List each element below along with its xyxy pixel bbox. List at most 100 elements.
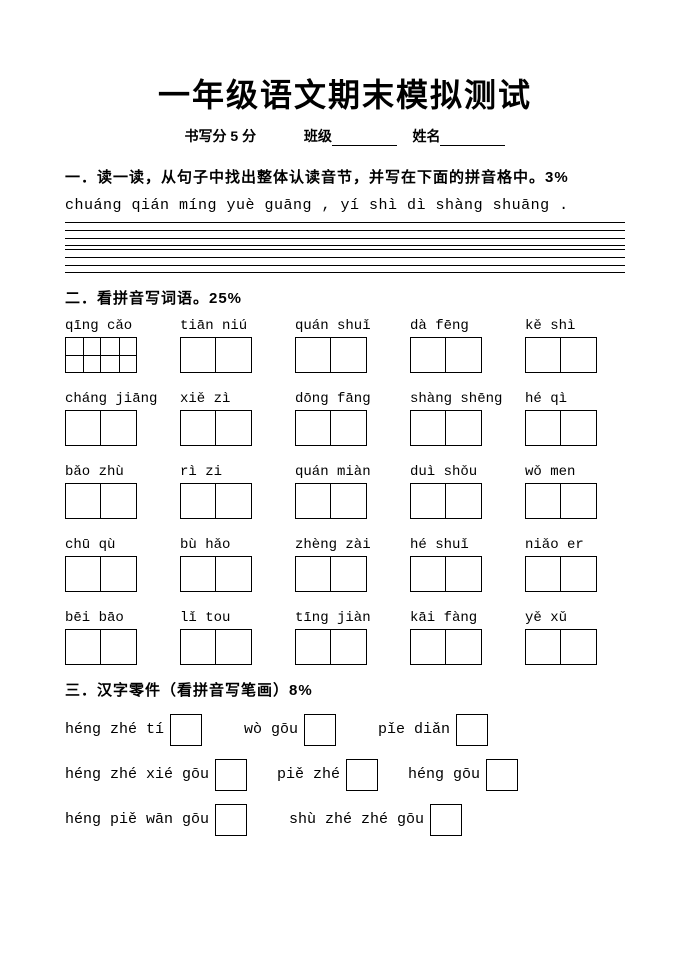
char-box[interactable] <box>525 337 561 373</box>
char-box[interactable] <box>101 483 137 519</box>
char-boxes[interactable] <box>295 483 380 519</box>
char-box[interactable] <box>65 629 101 665</box>
char-box[interactable] <box>410 337 446 373</box>
char-box[interactable] <box>446 337 482 373</box>
char-box[interactable] <box>216 629 252 665</box>
char-box[interactable] <box>410 629 446 665</box>
char-box[interactable] <box>525 483 561 519</box>
stroke-box[interactable] <box>456 714 488 746</box>
char-box[interactable] <box>561 629 597 665</box>
char-box[interactable] <box>180 483 216 519</box>
char-box[interactable] <box>295 483 331 519</box>
char-box[interactable] <box>216 410 252 446</box>
stroke-box[interactable] <box>170 714 202 746</box>
char-box[interactable] <box>216 337 252 373</box>
char-box[interactable] <box>101 556 137 592</box>
word-pinyin: dōng fāng <box>295 391 380 407</box>
char-box[interactable] <box>331 483 367 519</box>
char-box[interactable] <box>180 410 216 446</box>
char-boxes[interactable] <box>180 556 265 592</box>
char-box[interactable] <box>410 483 446 519</box>
word-pinyin: yě xǔ <box>525 610 610 626</box>
char-box[interactable] <box>446 556 482 592</box>
word-item: yě xǔ <box>525 610 610 665</box>
char-boxes[interactable] <box>180 410 265 446</box>
char-boxes[interactable] <box>65 483 150 519</box>
char-boxes[interactable] <box>180 337 265 373</box>
char-boxes[interactable] <box>65 556 150 592</box>
stroke-box[interactable] <box>346 759 378 791</box>
char-box[interactable] <box>295 629 331 665</box>
char-box[interactable] <box>525 556 561 592</box>
stroke-label: héng gōu <box>408 755 480 794</box>
char-boxes[interactable] <box>65 337 150 373</box>
stroke-box[interactable] <box>215 759 247 791</box>
char-box[interactable] <box>216 483 252 519</box>
char-boxes[interactable] <box>410 556 495 592</box>
char-boxes[interactable] <box>180 483 265 519</box>
word-item: dà fēng <box>410 318 495 373</box>
char-box[interactable] <box>331 410 367 446</box>
char-box[interactable] <box>101 337 137 373</box>
name-blank[interactable] <box>440 132 505 146</box>
char-boxes[interactable] <box>180 629 265 665</box>
char-box[interactable] <box>65 337 101 373</box>
char-box[interactable] <box>331 337 367 373</box>
char-box[interactable] <box>180 337 216 373</box>
char-box[interactable] <box>525 410 561 446</box>
char-box[interactable] <box>525 629 561 665</box>
char-boxes[interactable] <box>295 556 380 592</box>
word-pinyin: dà fēng <box>410 318 495 334</box>
char-box[interactable] <box>561 410 597 446</box>
char-boxes[interactable] <box>525 410 610 446</box>
stroke-label: wò gōu <box>244 710 298 749</box>
char-boxes[interactable] <box>410 629 495 665</box>
char-boxes[interactable] <box>410 337 495 373</box>
char-box[interactable] <box>295 410 331 446</box>
char-boxes[interactable] <box>525 483 610 519</box>
char-boxes[interactable] <box>525 337 610 373</box>
char-box[interactable] <box>446 629 482 665</box>
pinyin-answer-grid[interactable] <box>65 222 625 273</box>
char-boxes[interactable] <box>525 629 610 665</box>
word-pinyin: zhèng zài <box>295 537 380 553</box>
char-boxes[interactable] <box>65 629 150 665</box>
stroke-box[interactable] <box>215 804 247 836</box>
char-box[interactable] <box>180 629 216 665</box>
char-boxes[interactable] <box>410 410 495 446</box>
char-box[interactable] <box>65 556 101 592</box>
char-box[interactable] <box>65 483 101 519</box>
sub-line: 书写分 5 分 班级 姓名 <box>65 126 625 146</box>
word-item: dōng fāng <box>295 391 380 446</box>
stroke-box[interactable] <box>304 714 336 746</box>
char-box[interactable] <box>295 556 331 592</box>
char-box[interactable] <box>446 483 482 519</box>
char-box[interactable] <box>561 337 597 373</box>
stroke-box[interactable] <box>430 804 462 836</box>
char-box[interactable] <box>180 556 216 592</box>
char-box[interactable] <box>410 556 446 592</box>
char-box[interactable] <box>216 556 252 592</box>
char-boxes[interactable] <box>65 410 150 446</box>
char-box[interactable] <box>331 629 367 665</box>
char-box[interactable] <box>561 556 597 592</box>
char-boxes[interactable] <box>295 410 380 446</box>
word-item: tīng jiàn <box>295 610 380 665</box>
class-blank[interactable] <box>332 132 397 146</box>
writing-score-label: 书写分 5 分 <box>185 128 257 144</box>
word-pinyin: hé qì <box>525 391 610 407</box>
char-boxes[interactable] <box>295 629 380 665</box>
char-box[interactable] <box>446 410 482 446</box>
char-boxes[interactable] <box>295 337 380 373</box>
char-box[interactable] <box>101 410 137 446</box>
char-boxes[interactable] <box>525 556 610 592</box>
char-box[interactable] <box>295 337 331 373</box>
char-box[interactable] <box>331 556 367 592</box>
char-box[interactable] <box>101 629 137 665</box>
char-box[interactable] <box>410 410 446 446</box>
stroke-box[interactable] <box>486 759 518 791</box>
stroke-label: pǐe diǎn <box>378 710 450 749</box>
char-box[interactable] <box>65 410 101 446</box>
char-boxes[interactable] <box>410 483 495 519</box>
char-box[interactable] <box>561 483 597 519</box>
